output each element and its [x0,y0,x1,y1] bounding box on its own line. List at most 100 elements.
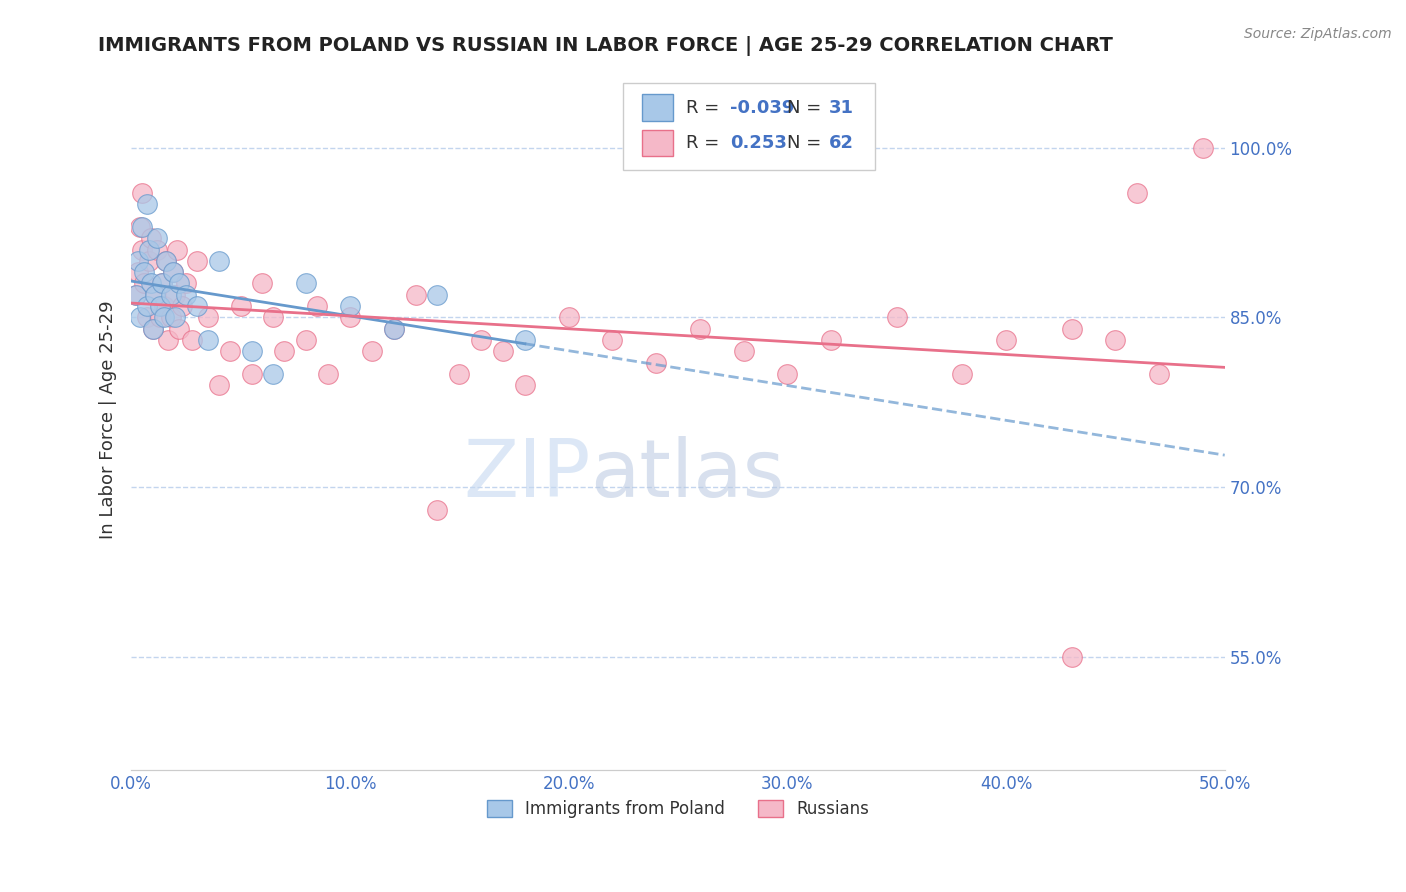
Point [162,265,184,279]
Point [169,277,191,291]
Point [252,277,274,291]
Point [159,287,181,301]
Text: R =: R = [686,99,718,117]
Point [339,299,361,313]
Point [426,502,449,516]
Point [142,322,165,336]
Point [149,310,172,325]
Point [134,265,156,279]
Point [950,367,973,381]
Point [186,253,208,268]
Point [143,287,166,301]
Point [129,310,152,325]
Point [218,344,240,359]
Point [131,186,153,200]
Point [1104,333,1126,347]
Point [1060,322,1083,336]
Point [150,277,173,291]
Point [240,344,263,359]
Point [163,310,186,325]
Point [197,310,219,325]
Point [181,333,204,347]
Point [155,253,177,268]
Text: 62: 62 [830,134,853,152]
Point [159,310,181,325]
Point [124,287,146,301]
Point [470,333,492,347]
Point [131,219,153,234]
Point [166,243,188,257]
Text: -0.039: -0.039 [731,99,794,117]
Point [208,253,231,268]
Point [273,344,295,359]
Point [240,367,263,381]
Point [602,333,624,347]
Point [1147,367,1170,381]
Point [157,333,180,347]
Point [170,299,193,313]
Point [339,310,361,325]
Point [733,344,755,359]
Point [139,277,162,291]
Point [139,231,162,245]
Point [197,333,219,347]
Point [776,367,799,381]
Point [174,287,197,301]
Point [405,287,427,301]
Point [143,287,166,301]
Point [262,310,284,325]
Point [262,367,284,381]
Point [150,277,173,291]
Y-axis label: In Labor Force | Age 25-29: In Labor Force | Age 25-29 [100,300,117,539]
Point [153,299,176,313]
Point [382,322,405,336]
Point [127,265,149,279]
Text: 31: 31 [830,99,853,117]
Point [162,265,184,279]
Point [449,367,471,381]
FancyBboxPatch shape [623,83,875,170]
Point [134,277,156,291]
Point [208,378,231,392]
Point [169,322,191,336]
Point [138,253,160,268]
Text: R =: R = [686,134,718,152]
Point [513,333,536,347]
Point [316,367,339,381]
Point [146,231,169,245]
Legend: Immigrants from Poland, Russians: Immigrants from Poland, Russians [479,793,876,825]
Text: N =: N = [787,99,821,117]
Point [360,344,382,359]
Point [135,197,157,211]
Point [174,277,197,291]
Point [186,299,208,313]
Text: Source: ZipAtlas.com: Source: ZipAtlas.com [1244,27,1392,41]
Point [135,299,157,313]
Point [153,310,176,325]
Point [1126,186,1149,200]
Point [557,310,579,325]
Point [295,277,318,291]
Point [129,219,152,234]
Point [1192,141,1215,155]
Bar [643,95,672,121]
Point [295,333,318,347]
Point [229,299,252,313]
Text: 0.253: 0.253 [731,134,787,152]
Point [307,299,329,313]
Bar [643,129,672,156]
Point [382,322,405,336]
Point [146,243,169,257]
Point [645,356,668,370]
Point [426,287,449,301]
Text: IMMIGRANTS FROM POLAND VS RUSSIAN IN LABOR FORCE | AGE 25-29 CORRELATION CHART: IMMIGRANTS FROM POLAND VS RUSSIAN IN LAB… [98,36,1114,55]
Point [149,299,172,313]
Point [886,310,908,325]
Text: N =: N = [787,134,821,152]
Point [689,322,711,336]
Point [513,378,536,392]
Point [995,333,1018,347]
Point [131,243,153,257]
Point [127,253,149,268]
Point [163,287,186,301]
